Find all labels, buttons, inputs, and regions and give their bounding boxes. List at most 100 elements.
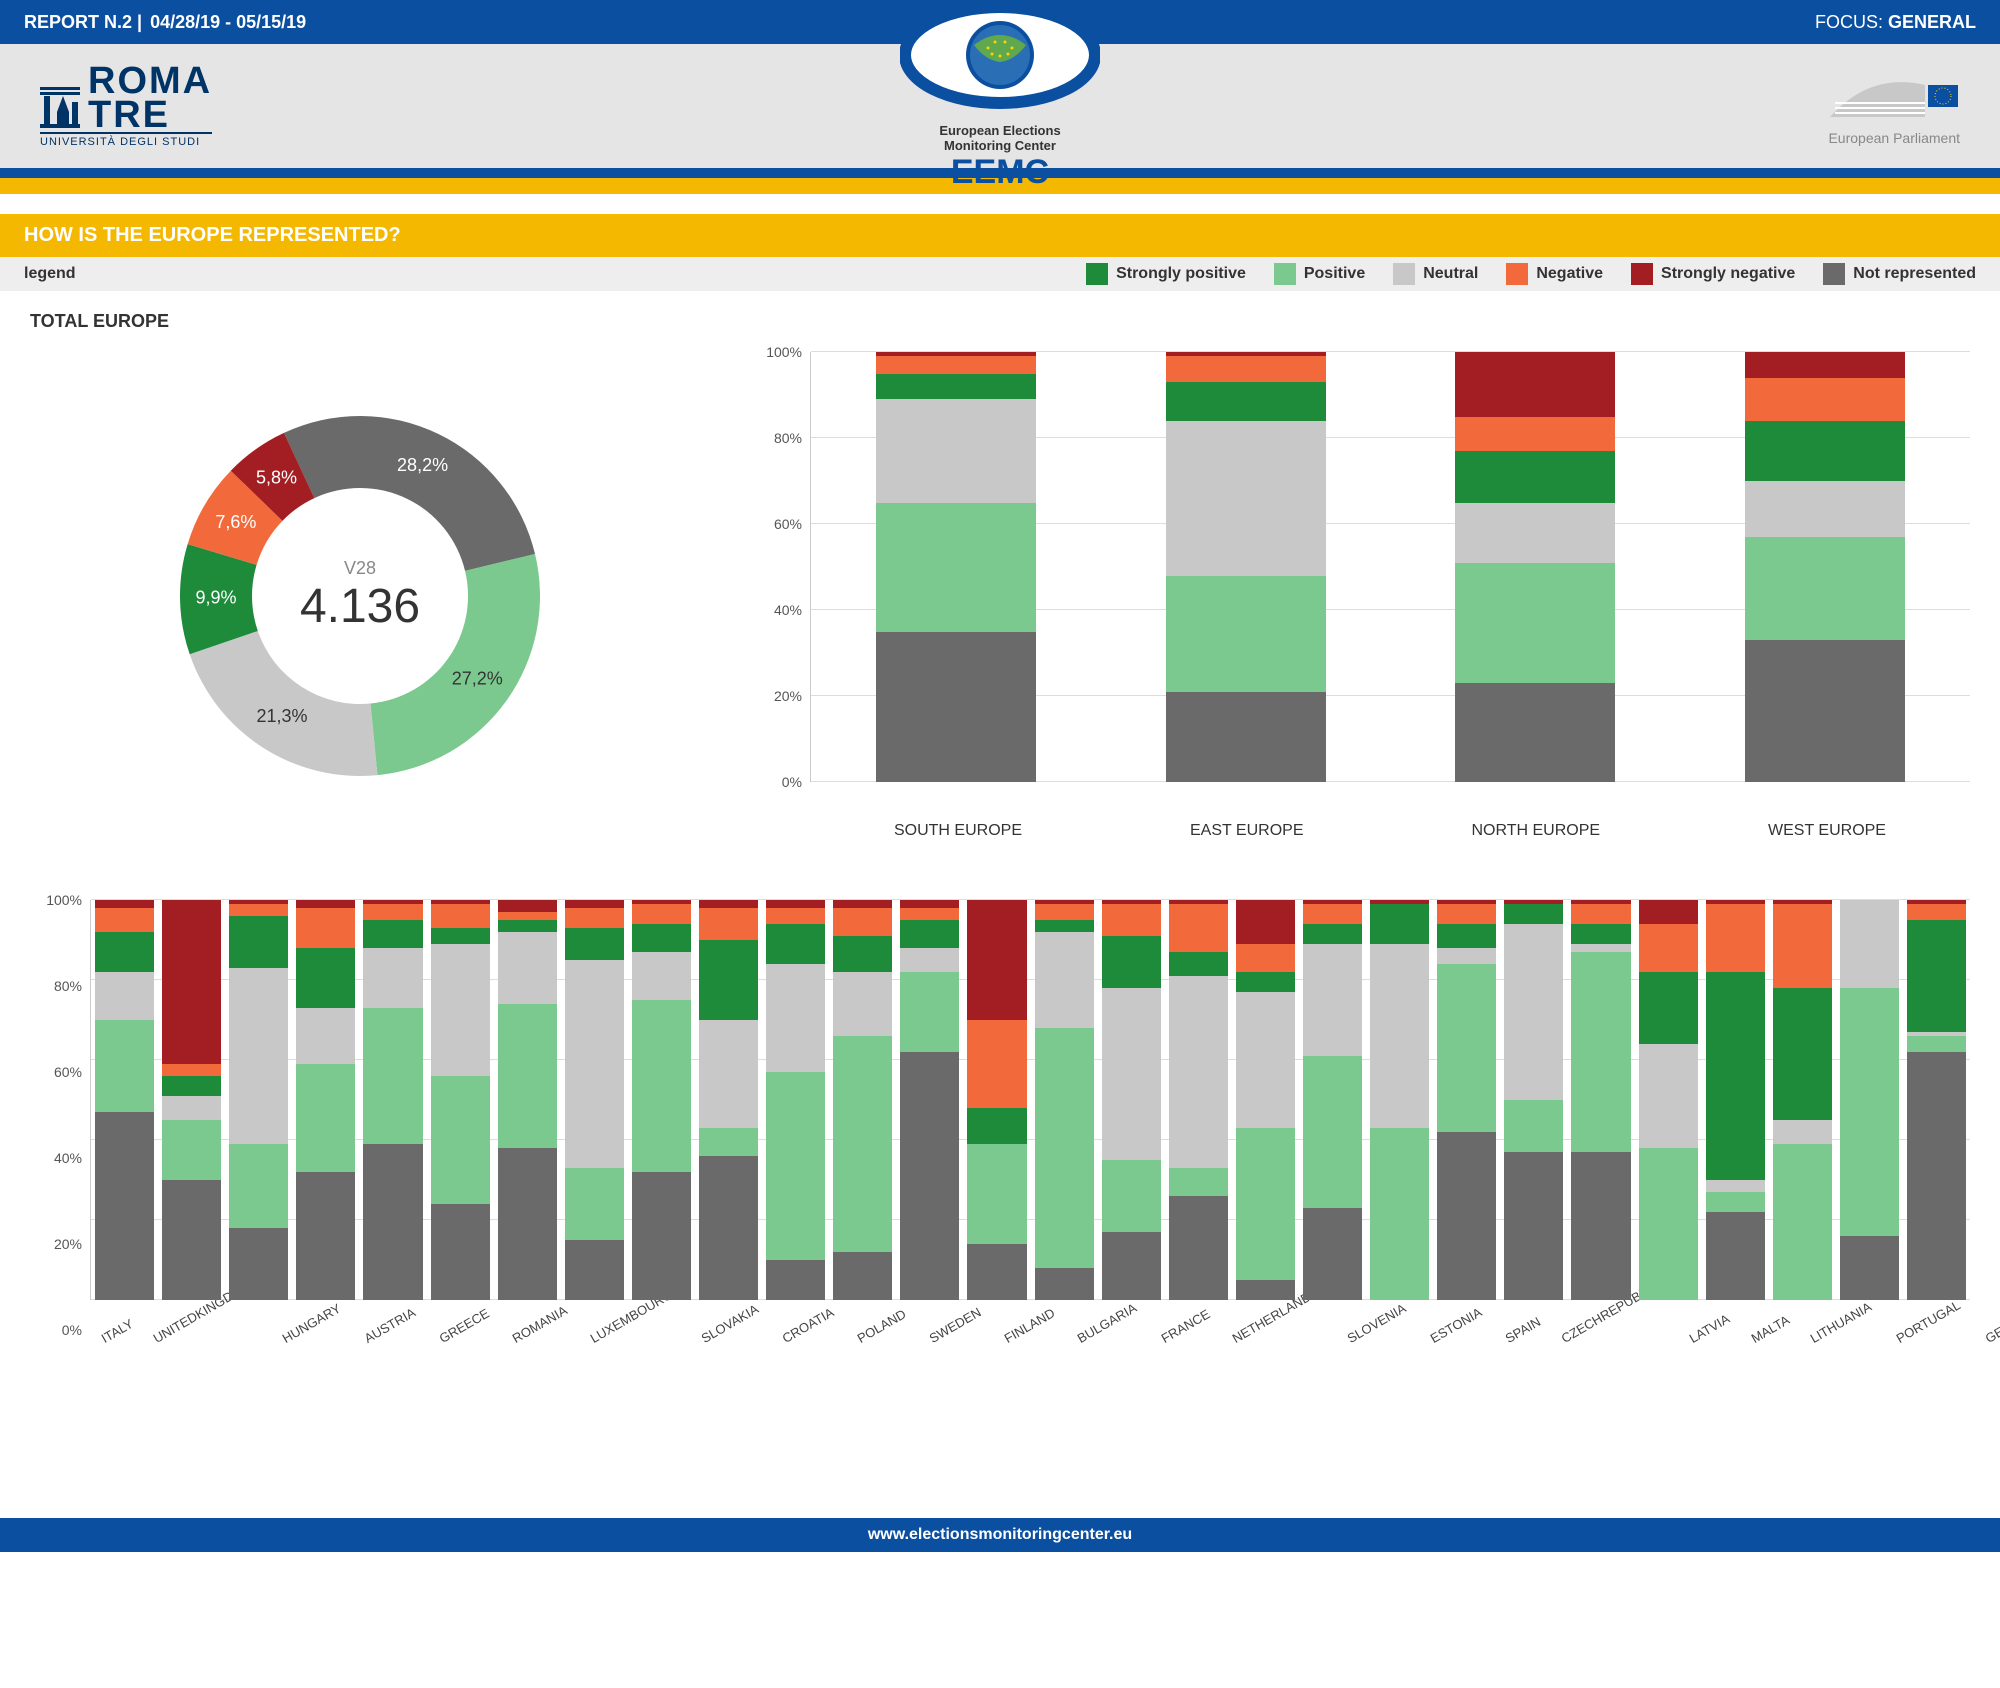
bar-segment <box>876 374 1036 400</box>
bar-segment <box>1455 563 1615 683</box>
bar-segment <box>1303 904 1362 924</box>
stacked-bar <box>1840 900 1899 1300</box>
bar-segment <box>1236 972 1295 992</box>
bar-segment <box>699 1156 758 1300</box>
bar-segment <box>1102 904 1161 936</box>
bar-segment <box>967 1020 1026 1108</box>
bar-segment <box>162 1076 221 1096</box>
y-tick: 60% <box>774 516 802 532</box>
bar-segment <box>363 1008 422 1144</box>
countries-chart: 0%20%40%60%80%100% ITALYUNITEDKINGDOMHUN… <box>30 900 1970 1398</box>
y-tick: 80% <box>774 430 802 446</box>
bar-segment <box>900 908 959 920</box>
bar-segment <box>565 1168 624 1240</box>
bar-segment <box>498 920 557 932</box>
bar-segment <box>565 1240 624 1300</box>
bar-segment <box>229 968 288 1144</box>
section-title: HOW IS THE EUROPE REPRESENTED? <box>0 214 2000 257</box>
bar-segment <box>1773 1144 1832 1300</box>
bar-segment <box>833 972 892 1036</box>
legend-row: legend Strongly positivePositiveNeutralN… <box>0 257 2000 291</box>
donut-center: V28 4.136 <box>300 558 420 634</box>
bar-segment <box>1236 1280 1295 1300</box>
bar-segment <box>1706 1192 1765 1212</box>
bar-segment <box>162 1180 221 1300</box>
bar-segment <box>296 1064 355 1172</box>
stacked-bar <box>967 900 1026 1300</box>
bar-segment <box>1907 904 1966 920</box>
bar-segment <box>900 1052 959 1300</box>
stacked-bar <box>1166 352 1326 782</box>
bar-segment <box>296 900 355 908</box>
x-label: EAST EUROPE <box>1190 822 1304 840</box>
bar-segment <box>162 1064 221 1076</box>
bar-segment <box>632 1000 691 1172</box>
bar-segment <box>1706 904 1765 972</box>
bar-segment <box>1370 1128 1429 1300</box>
bar-segment <box>1639 900 1698 924</box>
bar-segment <box>1437 948 1496 964</box>
bar-segment <box>1035 904 1094 920</box>
y-tick: 40% <box>774 602 802 618</box>
bar-segment <box>1035 1028 1094 1268</box>
stacked-bar <box>632 900 691 1300</box>
bar-segment <box>1639 972 1698 1044</box>
y-tick: 0% <box>62 1322 82 1338</box>
bar-segment <box>1169 1168 1228 1196</box>
legend-item: Neutral <box>1393 263 1478 285</box>
bar-segment <box>1303 924 1362 944</box>
stacked-bar <box>900 900 959 1300</box>
bar-segment <box>1102 1232 1161 1300</box>
bar-segment <box>1571 924 1630 944</box>
bar-segment <box>1370 944 1429 1128</box>
bar-segment <box>1571 944 1630 952</box>
stacked-bar <box>1639 900 1698 1300</box>
bar-segment <box>296 908 355 948</box>
bar-segment <box>229 1228 288 1300</box>
bar-segment <box>1773 988 1832 1120</box>
bar-segment <box>1102 936 1161 988</box>
bar-segment <box>95 1112 154 1300</box>
bar-segment <box>431 1076 490 1204</box>
bar-segment <box>1236 1128 1295 1280</box>
bar-segment <box>498 912 557 920</box>
bar-segment <box>1169 1196 1228 1300</box>
bar-segment <box>95 932 154 972</box>
stacked-bar <box>95 900 154 1300</box>
bar-segment <box>876 399 1036 502</box>
bar-segment <box>833 936 892 972</box>
bar-segment <box>1455 503 1615 563</box>
bar-segment <box>1840 1236 1899 1300</box>
bar-segment <box>431 928 490 944</box>
bar-segment <box>699 900 758 908</box>
bar-segment <box>296 1172 355 1300</box>
bar-segment <box>1437 924 1496 948</box>
bar-segment <box>363 920 422 948</box>
bar-segment <box>900 900 959 908</box>
bar-segment <box>1102 1160 1161 1232</box>
stacked-bar <box>1455 352 1615 782</box>
y-tick: 20% <box>774 688 802 704</box>
bar-segment <box>1166 382 1326 421</box>
bar-segment <box>1840 900 1899 988</box>
legend-item: Negative <box>1506 263 1603 285</box>
y-tick: 60% <box>54 1064 82 1080</box>
bar-segment <box>1169 904 1228 952</box>
legend-item: Strongly negative <box>1631 263 1795 285</box>
report-label: REPORT N.2 | <box>24 12 142 33</box>
bar-segment <box>1370 904 1429 944</box>
bar-segment <box>229 904 288 916</box>
bar-segment <box>876 503 1036 632</box>
donut-chart: 28,2%27,2%21,3%9,9%7,6%5,8% V28 4.136 <box>30 352 690 840</box>
x-label: GERMANY <box>1974 1300 2000 1390</box>
bar-segment <box>766 908 825 924</box>
bar-segment <box>900 920 959 948</box>
stacked-bar <box>1236 900 1295 1300</box>
bar-segment <box>632 924 691 952</box>
bar-segment <box>766 1260 825 1300</box>
y-tick: 20% <box>54 1236 82 1252</box>
bar-segment <box>1303 1056 1362 1208</box>
bar-segment <box>900 948 959 972</box>
bar-segment <box>1706 1212 1765 1300</box>
roma-tre-icon <box>40 84 80 132</box>
